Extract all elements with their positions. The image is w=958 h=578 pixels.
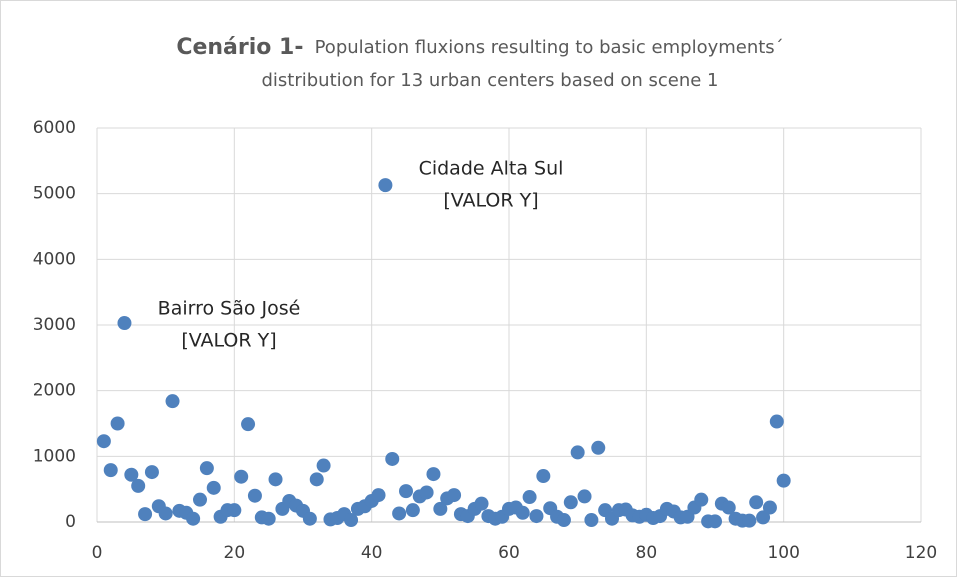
data-point bbox=[776, 473, 791, 488]
data-point bbox=[110, 416, 125, 431]
data-point bbox=[529, 509, 544, 524]
data-point bbox=[749, 495, 764, 510]
data-point bbox=[570, 445, 585, 460]
data-point bbox=[762, 500, 777, 515]
annotation: Bairro São José bbox=[158, 298, 301, 320]
data-point bbox=[577, 489, 592, 504]
data-point bbox=[344, 513, 359, 528]
data-point bbox=[309, 472, 324, 487]
title-line-2: distribution for 13 urban centers based … bbox=[261, 70, 718, 91]
data-point bbox=[378, 178, 393, 193]
data-point bbox=[556, 513, 571, 528]
y-tick-label: 2000 bbox=[33, 381, 76, 401]
data-point bbox=[241, 417, 256, 432]
y-tick-label: 3000 bbox=[33, 315, 76, 335]
data-point bbox=[522, 490, 537, 505]
data-point bbox=[591, 440, 606, 455]
data-point bbox=[563, 495, 578, 510]
x-tick-label: 80 bbox=[636, 543, 658, 563]
data-point bbox=[261, 511, 276, 526]
data-point bbox=[721, 500, 736, 515]
title-lead: Cenário 1- bbox=[176, 35, 303, 60]
data-point bbox=[742, 513, 757, 528]
data-point bbox=[474, 496, 489, 511]
data-point bbox=[433, 501, 448, 516]
data-point bbox=[536, 469, 551, 484]
data-point bbox=[708, 514, 722, 529]
data-point bbox=[227, 503, 242, 518]
x-tick-label: 60 bbox=[498, 543, 520, 563]
data-point bbox=[584, 513, 599, 528]
data-point bbox=[199, 461, 214, 476]
x-tick-label: 120 bbox=[905, 543, 937, 563]
data-point bbox=[268, 472, 283, 487]
data-point bbox=[247, 488, 262, 503]
y-tick-label: 0 bbox=[65, 512, 76, 532]
data-point bbox=[117, 316, 132, 331]
annotation: Cidade Alta Sul bbox=[419, 158, 564, 180]
data-point bbox=[131, 478, 146, 493]
data-point bbox=[447, 488, 462, 503]
data-point bbox=[302, 511, 317, 526]
data-point bbox=[158, 506, 173, 521]
data-point bbox=[96, 434, 111, 449]
data-point bbox=[165, 394, 180, 409]
y-tick-label: 5000 bbox=[33, 184, 76, 204]
data-point bbox=[399, 484, 413, 499]
data-point bbox=[138, 507, 153, 522]
title-text: Population fluxions resulting to basic e… bbox=[315, 37, 784, 58]
data-point bbox=[316, 458, 331, 473]
data-point bbox=[769, 414, 784, 429]
annotation: [VALOR Y] bbox=[181, 330, 276, 352]
y-tick-label: 6000 bbox=[33, 118, 76, 138]
data-point bbox=[193, 492, 207, 507]
x-tick-label: 0 bbox=[92, 543, 103, 563]
data-point bbox=[694, 492, 709, 507]
x-tick-label: 40 bbox=[361, 543, 383, 563]
data-point bbox=[515, 505, 530, 520]
data-point bbox=[144, 465, 159, 480]
data-point bbox=[756, 510, 771, 525]
data-point bbox=[426, 467, 441, 482]
x-tick-label: 20 bbox=[224, 543, 246, 563]
data-point bbox=[124, 467, 139, 482]
x-tick-label: 100 bbox=[767, 543, 799, 563]
data-point bbox=[186, 511, 201, 526]
data-point bbox=[234, 469, 249, 484]
data-point bbox=[385, 451, 400, 466]
data-point bbox=[392, 506, 407, 521]
y-tick-label: 4000 bbox=[33, 249, 76, 269]
data-point bbox=[103, 463, 118, 478]
data-point bbox=[206, 480, 221, 495]
data-point bbox=[405, 503, 420, 518]
data-point bbox=[371, 488, 386, 503]
annotation: [VALOR Y] bbox=[443, 190, 538, 212]
data-point bbox=[419, 485, 434, 500]
chart-title: Cenário 1- Population fluxions resulting… bbox=[176, 35, 783, 60]
y-tick-label: 1000 bbox=[33, 446, 76, 466]
